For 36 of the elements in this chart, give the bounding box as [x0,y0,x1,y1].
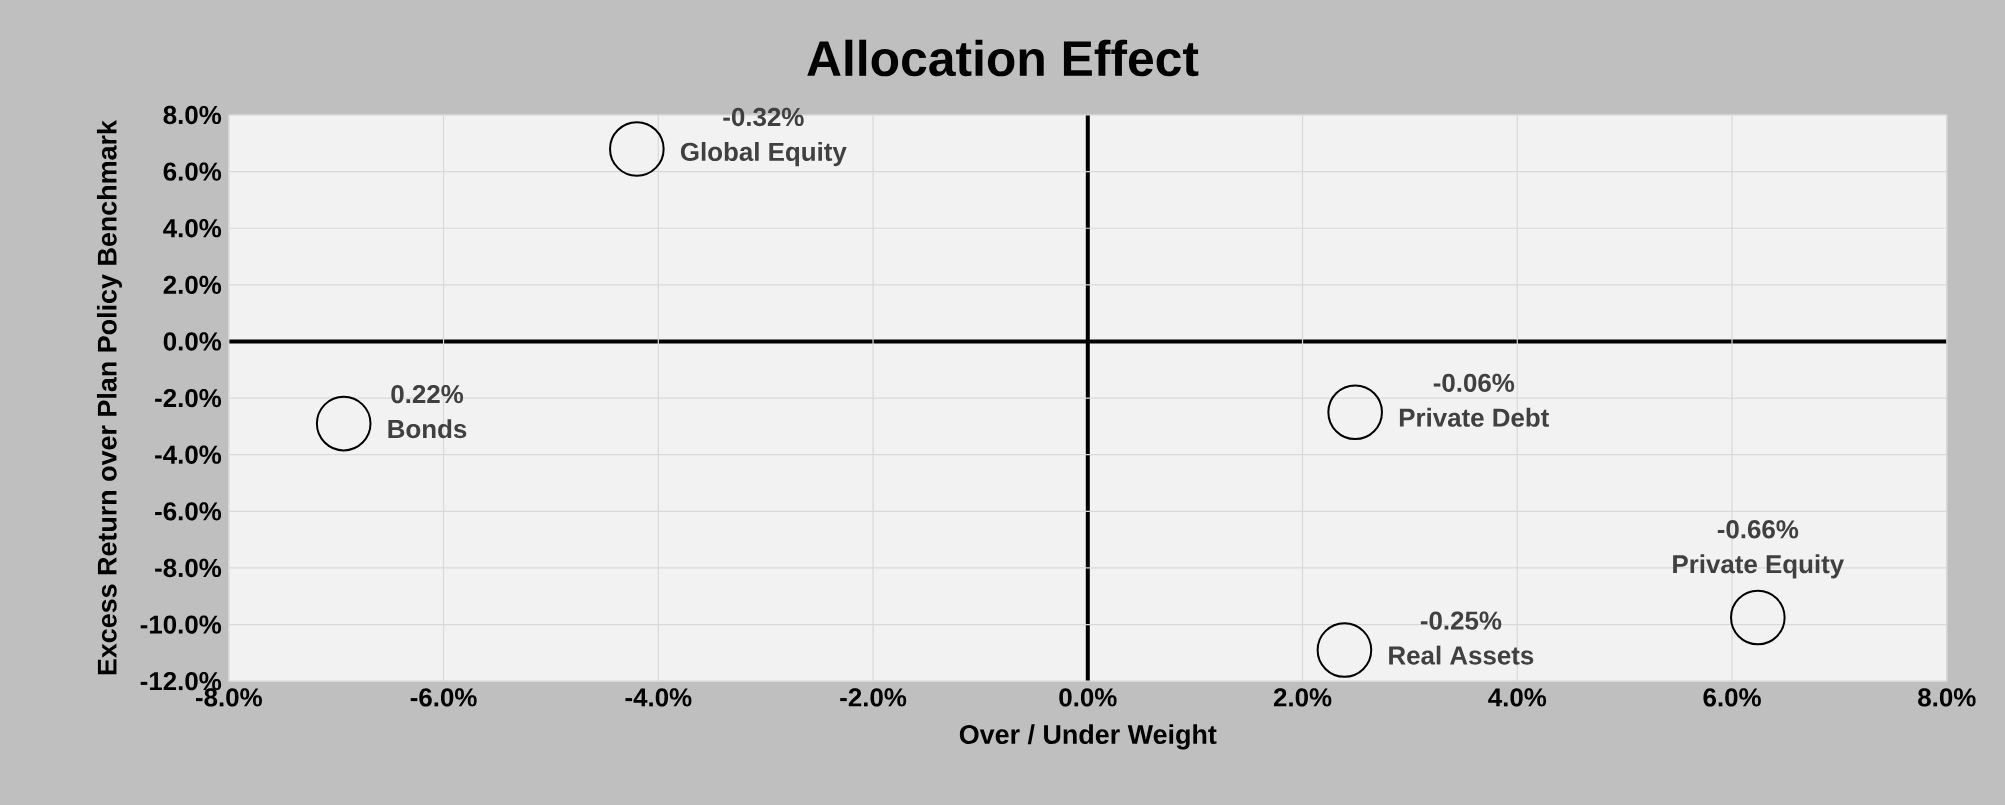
annotation: Global Equity [680,141,847,167]
x-tick-label: -4.0% [625,688,692,707]
x-tick-label: 0.0% [1059,688,1117,707]
y-tick-label: -2.0% [155,388,222,408]
x-tick-label: 2.0% [1273,688,1332,707]
x-tick-label: 4.0% [1488,688,1547,707]
y-tick-label: 2.0% [163,275,222,295]
y-tick-label: -8.0% [155,558,222,578]
annotation: -0.32% [723,107,804,127]
point [1316,622,1373,678]
annotation: Bonds [388,419,467,439]
chart-title: Allocation Effect [807,39,1199,77]
x-tick-label: 8.0% [1918,688,1976,707]
x-tick-label: -6.0% [410,688,477,707]
point [1327,384,1383,441]
y-tick-label: -6.0% [155,502,222,521]
y-tick-label: 8.0% [163,105,222,125]
y-tick-label: -10.0% [140,615,222,634]
y-tick-label: 4.0% [163,219,222,238]
annotation: Real Assets [1389,645,1534,665]
y-axis-title: Excess Return over Plan Policy Benchmark [96,120,123,675]
point [315,395,372,452]
x-tick-label: 6.0% [1703,688,1761,707]
point [1730,589,1786,646]
annotation: Private Equity [1673,554,1845,579]
annotation: Private Debt [1399,407,1549,427]
y-tick-label: -4.0% [155,445,222,464]
y-tick-label: 6.0% [163,162,222,181]
x-tick-label: -2.0% [840,688,907,707]
annotation: -0.25% [1420,611,1502,630]
annotation: -0.06% [1433,373,1515,392]
annotation: -0.66% [1717,520,1799,539]
annotation: 0.22% [391,384,464,404]
x-axis-title: Over / Under Weight [959,724,1217,750]
point [609,121,665,177]
y-tick-label: 0.0% [163,332,222,351]
